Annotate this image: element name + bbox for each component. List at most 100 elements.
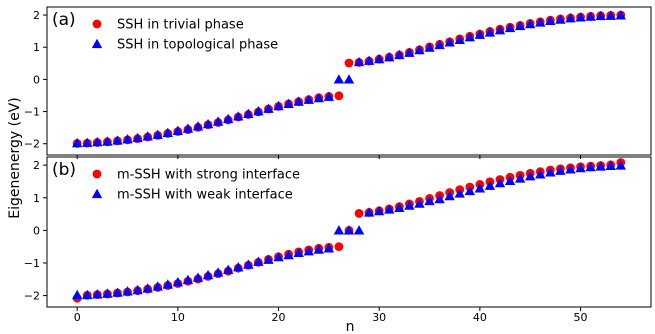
point-triangle: [152, 281, 163, 291]
y-tick-label: 1: [33, 192, 40, 205]
point-circle: [354, 209, 364, 218]
point-triangle: [514, 20, 526, 31]
point-triangle: [484, 180, 496, 190]
point-triangle: [464, 32, 475, 42]
legend-label: SSH in trivial phase: [117, 18, 244, 33]
point-triangle: [273, 100, 284, 111]
series-triangles: [72, 10, 626, 148]
point-triangle: [343, 74, 355, 84]
point-triangle: [363, 207, 375, 217]
point-triangle: [212, 116, 224, 126]
point-triangle: [72, 289, 83, 300]
point-triangle: [474, 29, 486, 39]
point-triangle: [444, 37, 455, 47]
point-triangle: [303, 246, 314, 256]
x-tick-label: 20: [272, 311, 286, 324]
point-circle: [334, 91, 344, 101]
point-triangle: [192, 121, 204, 131]
point-triangle: [243, 259, 254, 269]
point-triangle: [132, 284, 143, 295]
x-tick-label: 30: [372, 311, 386, 324]
point-triangle: [172, 277, 184, 287]
point-triangle: [555, 165, 566, 175]
x-tick-label: 50: [574, 311, 588, 324]
point-triangle: [243, 108, 254, 118]
point-triangle: [424, 42, 435, 52]
x-tick-label: 10: [171, 311, 185, 324]
point-triangle: [434, 193, 445, 204]
point-triangle: [374, 205, 385, 216]
point-triangle: [253, 106, 264, 116]
point-triangle: [535, 17, 546, 27]
point-triangle: [535, 169, 546, 179]
y-tick-label: 2: [33, 159, 40, 172]
y-tick-label: −1: [24, 106, 40, 119]
legend-label: m-SSH with strong interface: [117, 168, 300, 183]
point-triangle: [263, 103, 274, 113]
legend-marker: [91, 38, 103, 49]
point-triangle: [122, 286, 133, 296]
point-triangle: [454, 34, 465, 44]
y-tick-label: −2: [24, 138, 40, 151]
point-triangle: [253, 256, 264, 266]
point-triangle: [293, 96, 304, 106]
x-tick-label: 0: [74, 311, 81, 324]
point-triangle: [353, 56, 365, 67]
panels: −2 −1 0 1 2 (a) SSH in trivial phase SSH in top…: [24, 6, 652, 324]
y-tick-label: −1: [24, 257, 40, 270]
panel-label: (b): [52, 160, 76, 180]
point-triangle: [384, 204, 395, 214]
point-triangle: [132, 132, 143, 143]
legend-label: SSH in topological phase: [117, 38, 278, 53]
point-triangle: [82, 137, 93, 147]
point-triangle: [92, 289, 103, 299]
plot-frame: [46, 6, 652, 156]
point-triangle: [233, 262, 244, 272]
legend-marker: [91, 188, 103, 199]
point-triangle: [223, 264, 234, 274]
x-axis-title: n: [346, 319, 355, 334]
point-triangle: [82, 289, 93, 300]
point-triangle: [424, 195, 435, 206]
point-triangle: [615, 160, 626, 170]
legend-marker: [92, 169, 102, 179]
point-triangle: [112, 287, 123, 297]
point-triangle: [414, 44, 425, 55]
point-triangle: [504, 22, 516, 33]
point-triangle: [575, 12, 586, 22]
point-triangle: [464, 185, 475, 196]
point-triangle: [233, 111, 244, 121]
point-triangle: [333, 225, 345, 235]
point-triangle: [404, 200, 415, 210]
point-triangle: [595, 10, 606, 21]
point-triangle: [545, 15, 556, 25]
panel-a: −2 −1 0 1 2 (a) SSH in trivial phase SSH in top…: [24, 6, 652, 159]
point-triangle: [202, 269, 214, 280]
point-triangle: [323, 91, 335, 101]
x-tick-label: 40: [473, 311, 487, 324]
point-triangle: [223, 113, 234, 124]
point-triangle: [394, 202, 405, 213]
point-triangle: [92, 136, 103, 147]
point-triangle: [394, 49, 405, 60]
point-triangle: [192, 272, 204, 282]
point-triangle: [444, 190, 455, 201]
point-triangle: [555, 14, 566, 24]
point-triangle: [595, 161, 606, 171]
point-triangle: [323, 243, 335, 253]
point-triangle: [474, 183, 486, 193]
point-triangle: [182, 123, 194, 133]
point-triangle: [333, 74, 345, 84]
point-triangle: [112, 135, 123, 145]
point-triangle: [162, 279, 173, 289]
point-triangle: [212, 267, 224, 277]
point-triangle: [494, 177, 506, 188]
y-tick-label: −2: [24, 290, 40, 303]
point-triangle: [525, 18, 536, 29]
point-triangle: [172, 125, 184, 136]
point-triangle: [404, 47, 415, 57]
point-triangle: [313, 92, 324, 103]
point-triangle: [182, 274, 194, 285]
point-triangle: [313, 244, 324, 254]
